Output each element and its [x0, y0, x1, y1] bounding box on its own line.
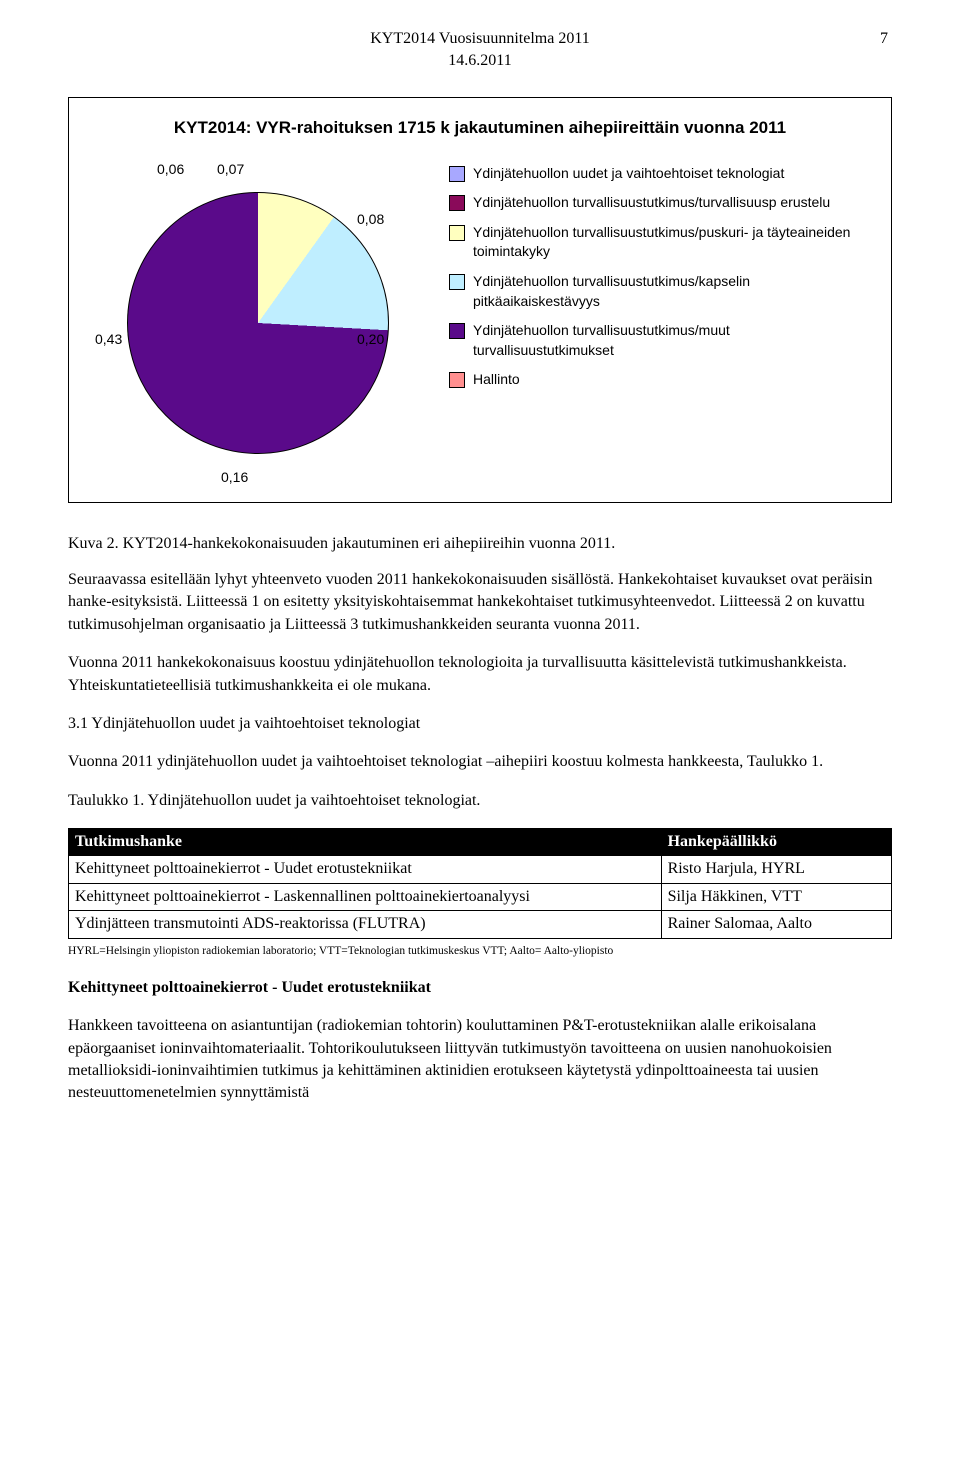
pie-chart	[127, 192, 389, 454]
body-paragraph: Seuraavassa esitellään lyhyt yhteenveto …	[68, 569, 892, 636]
chart-legend: Ydinjätehuollon uudet ja vaihtoehtoiset …	[449, 164, 865, 400]
header-title: KYT2014 Vuosisuunnitelma 2011	[68, 28, 892, 50]
table-row: Ydinjätteen transmutointi ADS-reaktoriss…	[69, 911, 892, 938]
section-heading: 3.1 Ydinjätehuollon uudet ja vaihtoehtoi…	[68, 713, 892, 735]
legend-label: Ydinjätehuollon turvallisuustutkimus/kap…	[473, 272, 865, 311]
table-cell: Silja Häkkinen, VTT	[661, 883, 891, 910]
pie-data-label: 0,16	[221, 468, 248, 488]
table-footnote: HYRL=Helsingin yliopiston radiokemian la…	[68, 943, 892, 959]
legend-swatch	[449, 372, 465, 388]
pie-data-label: 0,07	[217, 160, 244, 180]
legend-label: Ydinjätehuollon turvallisuustutkimus/muu…	[473, 321, 865, 360]
table-cell: Kehittyneet polttoainekierrot - Uudet er…	[69, 856, 662, 883]
table-cell: Ydinjätteen transmutointi ADS-reaktoriss…	[69, 911, 662, 938]
legend-label: Ydinjätehuollon uudet ja vaihtoehtoiset …	[473, 164, 784, 184]
table-header: Tutkimushanke	[69, 829, 662, 856]
body-paragraph: Vuonna 2011 ydinjätehuollon uudet ja vai…	[68, 751, 892, 773]
legend-item: Hallinto	[449, 370, 865, 390]
legend-label: Hallinto	[473, 370, 520, 390]
legend-swatch	[449, 274, 465, 290]
page-number: 7	[880, 28, 888, 50]
pie-data-label: 0,06	[157, 160, 184, 180]
pie-wrap: 0,06 0,07 0,08 0,20 0,16 0,43	[95, 158, 425, 488]
legend-item: Ydinjätehuollon turvallisuustutkimus/tur…	[449, 193, 865, 213]
table-caption: Taulukko 1. Ydinjätehuollon uudet ja vai…	[68, 790, 892, 812]
pie-data-label: 0,43	[95, 330, 122, 350]
table-row: Kehittyneet polttoainekierrot - Uudet er…	[69, 856, 892, 883]
legend-label: Ydinjätehuollon turvallisuustutkimus/tur…	[473, 193, 830, 213]
table-row: Kehittyneet polttoainekierrot - Laskenna…	[69, 883, 892, 910]
project-heading: Kehittyneet polttoainekierrot - Uudet er…	[68, 977, 892, 999]
pie-data-label: 0,08	[357, 210, 384, 230]
pie-chart-frame: KYT2014: VYR-rahoituksen 1715 k jakautum…	[68, 97, 892, 503]
body-paragraph: Vuonna 2011 hankekokonaisuus koostuu ydi…	[68, 652, 892, 697]
chart-title: KYT2014: VYR-rahoituksen 1715 k jakautum…	[95, 116, 865, 140]
legend-swatch	[449, 195, 465, 211]
header-date: 14.6.2011	[68, 50, 892, 72]
legend-item: Ydinjätehuollon turvallisuustutkimus/kap…	[449, 272, 865, 311]
legend-item: Ydinjätehuollon turvallisuustutkimus/pus…	[449, 223, 865, 262]
legend-label: Ydinjätehuollon turvallisuustutkimus/pus…	[473, 223, 865, 262]
legend-item: Ydinjätehuollon turvallisuustutkimus/muu…	[449, 321, 865, 360]
legend-swatch	[449, 166, 465, 182]
body-paragraph: Hankkeen tavoitteena on asiantuntijan (r…	[68, 1015, 892, 1105]
legend-swatch	[449, 323, 465, 339]
legend-item: Ydinjätehuollon uudet ja vaihtoehtoiset …	[449, 164, 865, 184]
legend-swatch	[449, 225, 465, 241]
chart-body: 0,06 0,07 0,08 0,20 0,16 0,43 Ydinjätehuollon…	[95, 158, 865, 488]
table-cell: Risto Harjula, HYRL	[661, 856, 891, 883]
table-cell: Rainer Salomaa, Aalto	[661, 911, 891, 938]
pie-data-label: 0,20	[357, 330, 384, 350]
table-cell: Kehittyneet polttoainekierrot - Laskenna…	[69, 883, 662, 910]
page-header: KYT2014 Vuosisuunnitelma 2011 14.6.2011	[68, 28, 892, 73]
table-header: Hankepäällikkö	[661, 829, 891, 856]
figure-caption: Kuva 2. KYT2014-hankekokonaisuuden jakau…	[68, 533, 892, 555]
tech-table: Tutkimushanke Hankepäällikkö Kehittyneet…	[68, 828, 892, 939]
